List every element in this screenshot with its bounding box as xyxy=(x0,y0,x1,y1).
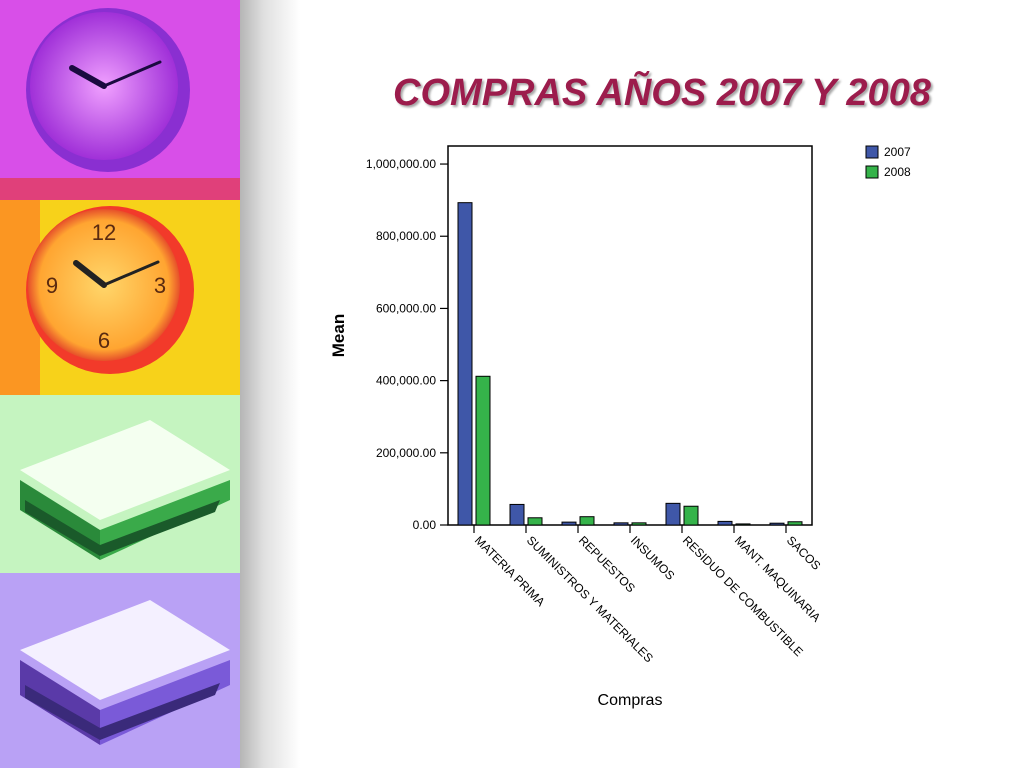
x-axis-label: Compras xyxy=(598,692,663,709)
svg-text:12: 12 xyxy=(92,220,116,245)
svg-text:6: 6 xyxy=(98,328,110,353)
slide-title: COMPRAS AÑOS 2007 Y 2008 xyxy=(393,72,931,114)
bar-2008-7 xyxy=(787,521,803,526)
x-tick-label: MANT. MAQUINARIA xyxy=(732,533,823,624)
y-tick-label: 800,000.00 xyxy=(376,229,436,243)
legend-swatch xyxy=(865,145,879,159)
decorative-sidebar: 12 3 6 9 xyxy=(0,0,300,768)
x-tick-label: INSUMOS xyxy=(628,533,678,583)
bar-2007-3 xyxy=(561,521,577,526)
bar-2007-1 xyxy=(457,202,473,526)
plot-frame xyxy=(447,145,813,526)
bar-2008-5 xyxy=(683,505,699,526)
violet-books-image xyxy=(0,573,240,768)
green-books-image xyxy=(0,395,240,573)
y-tick-label: 600,000.00 xyxy=(376,301,436,315)
y-tick-label: 0.00 xyxy=(413,518,437,532)
x-tick-label: SACOS xyxy=(784,533,824,573)
legend-label: 2007 xyxy=(884,145,911,159)
y-tick-label: 400,000.00 xyxy=(376,374,436,388)
legend-swatch xyxy=(865,165,879,179)
bar-2007-4 xyxy=(613,522,629,526)
yellow-clock-image: 12 3 6 9 xyxy=(0,200,240,395)
y-axis-label: Mean xyxy=(329,314,348,357)
bar-chart: 0.00 200,000.00 400,000.00 600,000.00 800,00… xyxy=(300,130,1024,730)
bar-2008-1 xyxy=(475,375,491,526)
bar-2007-5 xyxy=(665,502,681,526)
y-tick-label: 200,000.00 xyxy=(376,446,436,460)
bar-2007-2 xyxy=(509,503,525,526)
bar-2008-3 xyxy=(579,516,595,526)
svg-text:3: 3 xyxy=(154,273,166,298)
legend-label: 2008 xyxy=(884,165,911,179)
purple-clock-image xyxy=(0,0,240,200)
y-tick-label: 1,000,000.00 xyxy=(366,157,436,171)
bar-chart-svg: 0.00 200,000.00 400,000.00 600,000.00 800,00… xyxy=(329,145,911,709)
svg-text:9: 9 xyxy=(46,273,58,298)
bar-2008-4 xyxy=(631,522,647,526)
bar-2008-2 xyxy=(527,517,543,526)
bar-2007-7 xyxy=(769,522,785,526)
bar-2007-6 xyxy=(717,520,733,526)
bar-2008-6 xyxy=(735,523,751,526)
